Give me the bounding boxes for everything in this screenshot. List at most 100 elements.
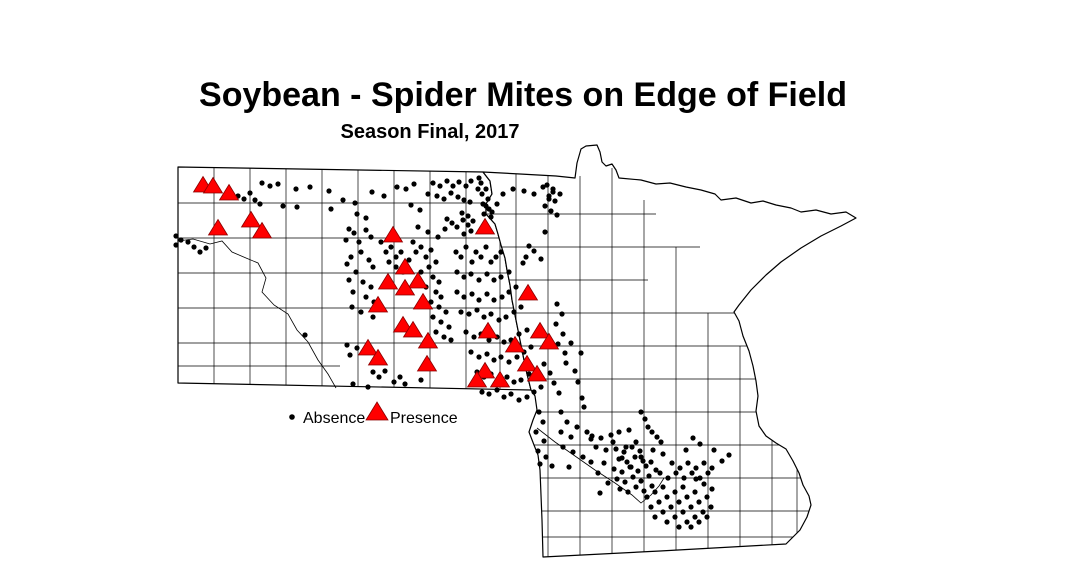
absence-point (601, 460, 607, 466)
absence-point (343, 237, 349, 243)
absence-point (700, 509, 706, 515)
absence-point (350, 289, 356, 295)
absence-point (344, 342, 350, 348)
absence-point (648, 504, 654, 510)
absence-point (488, 259, 494, 265)
absence-point (468, 228, 474, 234)
presence-point (516, 354, 538, 372)
absence-point (349, 304, 355, 310)
absence-point (465, 222, 471, 228)
absence-point (444, 216, 450, 222)
absence-point (498, 249, 504, 255)
absence-point (348, 254, 354, 260)
absence-point (191, 244, 197, 250)
absence-point (593, 444, 599, 450)
absence-point (461, 294, 467, 300)
presence-point (202, 176, 224, 194)
absence-point (697, 475, 703, 481)
absence-point (551, 380, 557, 386)
presence-triangle-icon (365, 401, 389, 421)
absence-point (645, 424, 651, 430)
absence-point (481, 211, 487, 217)
absence-point (449, 220, 455, 226)
absence-point (623, 444, 629, 450)
absence-point (625, 489, 631, 495)
absence-point (531, 191, 537, 197)
absence-point (556, 390, 562, 396)
absence-point (197, 249, 203, 255)
absence-point (558, 429, 564, 435)
absence-point (511, 309, 517, 315)
presence-point (526, 364, 548, 382)
presence-point (377, 272, 399, 290)
absence-point (503, 314, 509, 320)
absence-point (444, 178, 450, 184)
absence-point (485, 196, 491, 202)
absence-point (478, 180, 484, 186)
absence-point (548, 208, 554, 214)
absence-point (275, 181, 281, 187)
absence-point (690, 435, 696, 441)
absence-point (360, 279, 366, 285)
absence-point (648, 459, 654, 465)
absence-point (486, 391, 492, 397)
absence-point (584, 429, 590, 435)
absence-point (630, 474, 636, 480)
absence-point (434, 193, 440, 199)
absence-point (578, 350, 584, 356)
presence-point (538, 332, 560, 350)
absence-point (173, 233, 179, 239)
absence-point (660, 451, 666, 457)
absence-point (518, 377, 524, 383)
absence-point (526, 243, 532, 249)
absence-point (494, 387, 500, 393)
absence-point (491, 357, 497, 363)
absence-point (684, 519, 690, 525)
absence-point (441, 196, 447, 202)
absence-point (418, 377, 424, 383)
absence-point (448, 190, 454, 196)
absence-point (398, 249, 404, 255)
absence-point (483, 186, 489, 192)
absence-point (564, 419, 570, 425)
absence-point (595, 470, 601, 476)
absence-point (605, 480, 611, 486)
absence-point (340, 197, 346, 203)
absence-point (633, 439, 639, 445)
absence-point (486, 337, 492, 343)
absence-point (352, 200, 358, 206)
absence-point (533, 429, 539, 435)
absence-point (672, 514, 678, 520)
absence-point (719, 458, 725, 464)
absence-point (520, 260, 526, 266)
absence-point (680, 484, 686, 490)
absence-point (570, 449, 576, 455)
absence-point (654, 434, 660, 440)
absence-point (433, 259, 439, 265)
absence-point (617, 486, 623, 492)
absence-point (428, 247, 434, 253)
absence-point (677, 465, 683, 471)
absence-point (393, 264, 399, 270)
absence-point (454, 269, 460, 275)
absence-point (479, 191, 485, 197)
absence-point (566, 464, 572, 470)
absence-point (480, 201, 486, 207)
absence-point (506, 359, 512, 365)
absence-point (247, 190, 253, 196)
absence-point (652, 489, 658, 495)
absence-point (629, 444, 635, 450)
absence-point (557, 191, 563, 197)
absence-point (433, 289, 439, 295)
absence-point (241, 196, 247, 202)
absence-point (363, 227, 369, 233)
absence-point (203, 245, 209, 251)
absence-point (552, 198, 558, 204)
presence-point (504, 335, 526, 353)
absence-point (643, 463, 649, 469)
absence-point (598, 435, 604, 441)
absence-point (476, 354, 482, 360)
absence-point (537, 461, 543, 467)
absence-point (376, 374, 382, 380)
absence-point (370, 369, 376, 375)
